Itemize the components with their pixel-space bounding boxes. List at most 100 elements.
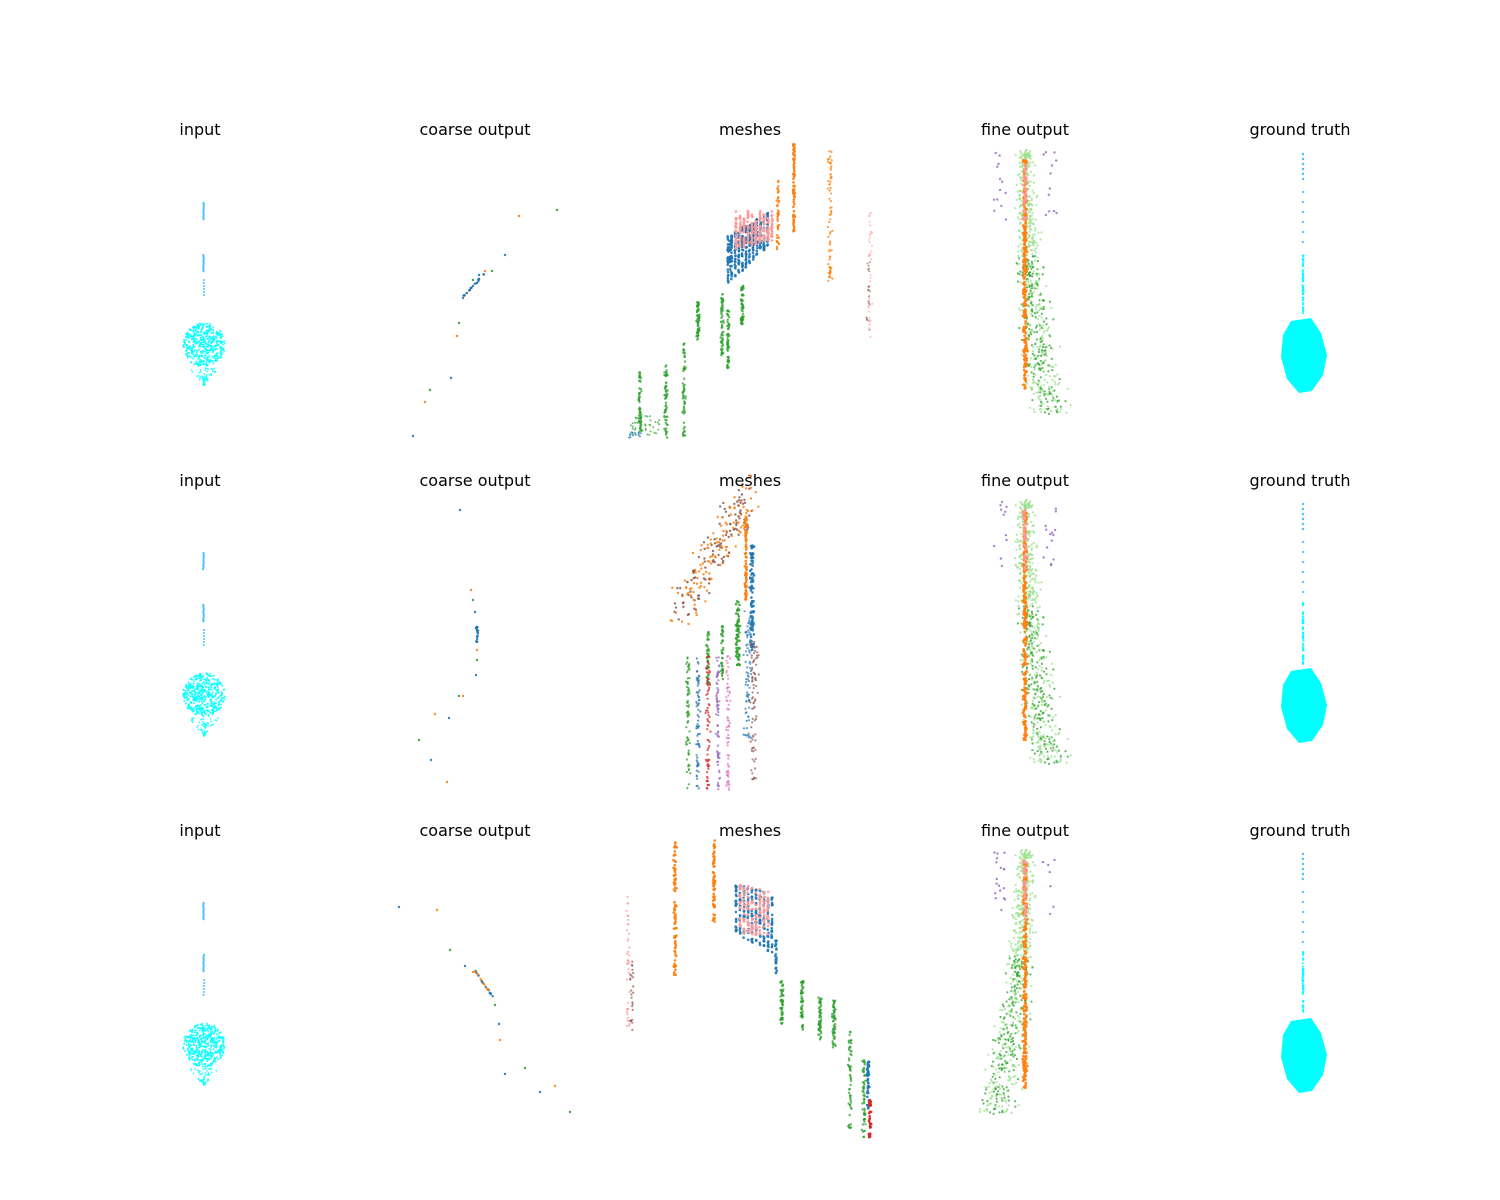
mesh-point [749, 639, 752, 642]
mesh-point [830, 165, 833, 168]
mesh-point [673, 602, 677, 605]
mesh-point [686, 701, 689, 704]
mesh-point [734, 238, 737, 241]
mesh-point [686, 657, 689, 660]
mesh-point [776, 212, 779, 215]
coarse-point [462, 294, 466, 297]
fine-point [1029, 180, 1032, 183]
mesh-point [744, 598, 748, 601]
input-point [201, 682, 204, 685]
fine-point [1036, 244, 1039, 247]
input-point [182, 689, 185, 691]
mesh-point [742, 733, 745, 736]
mesh-point [747, 696, 750, 699]
input-point [211, 691, 214, 694]
mesh-point [684, 434, 687, 437]
fine-point [1040, 402, 1043, 405]
mesh-point [686, 736, 689, 740]
mesh-point [734, 642, 738, 646]
mesh-point [683, 342, 686, 345]
input-point [194, 690, 196, 693]
mesh-point [682, 350, 685, 353]
input-point [201, 724, 204, 726]
mesh-point [706, 777, 709, 780]
input-point [198, 371, 201, 374]
fine-point [1025, 160, 1029, 163]
coarse-point [482, 273, 486, 276]
input-point [202, 360, 205, 363]
mesh-point [708, 682, 711, 685]
mesh-point [719, 563, 722, 567]
fine-point [1019, 203, 1023, 206]
fine-point [1049, 410, 1053, 413]
input-point [203, 373, 206, 375]
mesh-point [828, 241, 831, 244]
input-point [184, 685, 187, 688]
fine-point [1043, 761, 1047, 764]
gt-point [1301, 306, 1304, 309]
input-point [206, 322, 208, 325]
input-point [205, 706, 208, 709]
mesh-point [770, 229, 774, 232]
input-point [217, 703, 220, 706]
input-point [190, 335, 193, 338]
fine-point [1042, 319, 1045, 322]
mesh-point [727, 786, 730, 789]
fine-point [1020, 153, 1023, 156]
fine-point [1044, 373, 1047, 376]
mesh-point [738, 631, 741, 634]
fine-point [1034, 597, 1038, 600]
fine-point [1033, 164, 1037, 167]
mesh-point [726, 687, 729, 690]
mesh-point [793, 188, 796, 191]
mesh-point [682, 377, 686, 380]
mesh-point [677, 618, 680, 621]
input-point [198, 690, 201, 693]
mesh-point [646, 415, 649, 418]
fine-point [1033, 760, 1036, 764]
fine-point [1039, 344, 1042, 347]
coarse-point [476, 634, 479, 638]
input-point [214, 335, 217, 338]
fine-point [1022, 368, 1026, 372]
mesh-point [867, 264, 870, 267]
fine-point [1024, 337, 1028, 340]
mesh-point [722, 319, 725, 322]
mesh-point [693, 603, 696, 606]
mesh-point [634, 427, 637, 429]
coarse-point [471, 598, 475, 602]
fine-point [1018, 326, 1021, 330]
fine-point [1046, 329, 1049, 332]
mesh-point [726, 337, 729, 340]
fine-point [1042, 735, 1045, 739]
mesh-point [722, 501, 725, 505]
mesh-point [828, 197, 831, 200]
mesh-point [716, 756, 720, 760]
mesh-point [751, 610, 754, 613]
mesh-point [729, 506, 732, 509]
fine-point [1014, 540, 1017, 544]
input-point [215, 337, 218, 340]
mesh-point [707, 688, 711, 691]
fine-point [1025, 224, 1029, 227]
input-point [203, 688, 206, 691]
fine-point [1035, 624, 1038, 627]
fine-point [1045, 704, 1048, 708]
fine-point [1029, 224, 1032, 227]
mesh-point [747, 693, 750, 696]
mesh-point [749, 621, 753, 624]
gt-point [1301, 230, 1305, 234]
mesh-point [827, 263, 830, 266]
input-point [185, 702, 188, 705]
fine-point [1042, 331, 1045, 334]
input-point [199, 375, 201, 378]
input-point [213, 683, 216, 685]
mesh-point [742, 242, 746, 245]
mesh-point [631, 422, 634, 425]
input-point [194, 693, 196, 696]
mesh-point [721, 677, 725, 681]
fine-point [1034, 666, 1037, 669]
mesh-point [739, 501, 742, 504]
mesh-point [745, 523, 748, 526]
fine-point [1029, 331, 1032, 334]
